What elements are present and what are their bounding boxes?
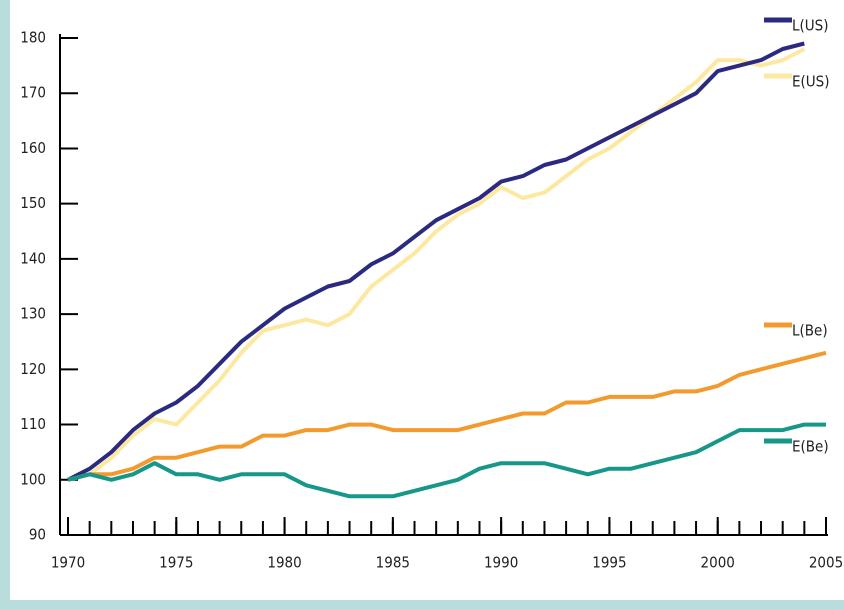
x-tick-label: 1995 — [592, 554, 626, 572]
x-tick-label: 1980 — [267, 554, 301, 572]
y-tick-label: 120 — [20, 360, 46, 378]
y-tick-label: 110 — [20, 415, 46, 433]
y-tick-label: 90 — [29, 526, 46, 544]
series-line — [67, 422, 826, 499]
y-tick-label: 140 — [20, 249, 46, 267]
y-tick-label: 180 — [20, 29, 46, 47]
series-line — [67, 41, 805, 482]
legend-label: L(Be) — [792, 322, 828, 340]
y-tick-label: 100 — [20, 470, 46, 488]
x-tick-label: 1975 — [159, 554, 193, 572]
x-tick-label: 1990 — [484, 554, 518, 572]
series-line — [67, 350, 827, 482]
legend-label: L(US) — [792, 17, 829, 35]
legend-label: E(US) — [792, 73, 830, 91]
x-tick-label: 2000 — [701, 554, 735, 572]
series-line — [67, 47, 806, 482]
y-tick-label: 160 — [20, 139, 46, 157]
x-tick-label: 2005 — [809, 554, 843, 572]
legend-label: E(Be) — [792, 438, 829, 456]
y-tick-label: 130 — [20, 305, 46, 323]
x-tick-label: 1985 — [376, 554, 410, 572]
x-tick-label: 1970 — [51, 554, 85, 572]
y-tick-label: 170 — [20, 84, 46, 102]
y-tick-label: 150 — [20, 194, 46, 212]
chart-panel — [10, 0, 844, 600]
